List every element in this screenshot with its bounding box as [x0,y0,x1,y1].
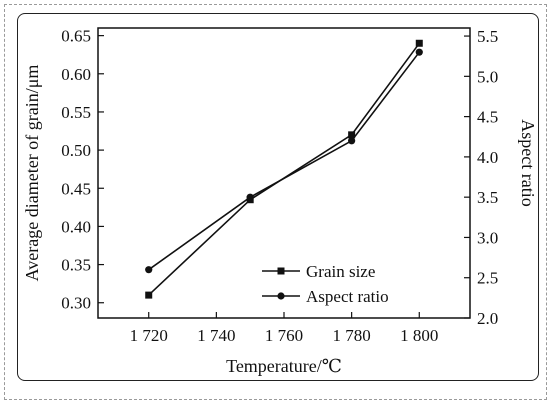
x-axis-title: Temperature/℃ [226,356,342,376]
y-right-tick-label: 5.5 [477,27,498,46]
figure-panel [17,13,539,381]
x-tick-label: 1 720 [130,326,168,345]
y-right-tick-label: 2.5 [477,269,498,288]
legend-marker-circle [277,292,285,300]
y-left-tick-label: 0.50 [61,141,91,160]
legend-marker-square [277,267,285,275]
y-left-tick-label: 0.35 [61,256,91,275]
legend-label: Aspect ratio [306,287,389,306]
data-point-circle [145,266,153,274]
x-tick-label: 1 740 [197,326,235,345]
data-point-circle [348,137,356,145]
y-left-tick-label: 0.40 [61,217,91,236]
y-right-tick-label: 4.5 [477,108,498,127]
data-point-square [348,131,356,139]
legend-label: Grain size [306,262,375,281]
y-right-tick-label: 2.0 [477,309,498,328]
y-left-tick-label: 0.65 [61,27,91,46]
y-left-tick-label: 0.60 [61,65,91,84]
outer-frame [4,4,547,400]
x-tick-label: 1 760 [265,326,303,345]
data-point-square [415,39,423,47]
data-point-circle [246,193,254,201]
y-left-tick-label: 0.30 [61,294,91,313]
y-right-tick-label: 3.0 [477,228,498,247]
y-right-axis-title: Aspect ratio [518,119,538,206]
axes-layer: 1 720 1 740 1 760 1 780 1 800 0.30 0.35 0.40 0.4… [61,27,498,345]
series-line [148,51,420,271]
y-right-tick-label: 4.0 [477,148,498,167]
y-right-tick-label: 3.5 [477,188,498,207]
y-left-axis-title: Average diameter of grain/μm [22,65,42,282]
y-right-tick-label: 5.0 [477,67,498,86]
series-line [148,42,420,296]
y-left-tick-label: 0.55 [61,103,91,122]
data-point-square [145,291,153,299]
legend: Grain size Aspect ratio [262,262,389,306]
data-point-circle [415,48,423,56]
x-tick-label: 1 780 [333,326,371,345]
series-layer [145,39,423,299]
y-left-tick-label: 0.45 [61,179,91,198]
x-tick-label: 1 800 [400,326,438,345]
